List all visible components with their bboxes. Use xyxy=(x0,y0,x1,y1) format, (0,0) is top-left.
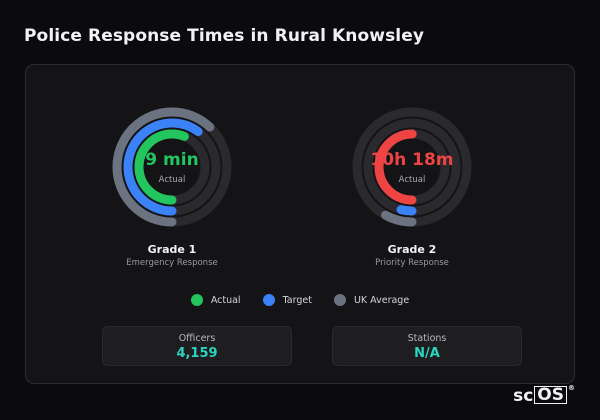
grade-2-ring-actual xyxy=(374,129,450,205)
grade-2-actual-label: Actual xyxy=(398,175,426,185)
grade-2-rings xyxy=(352,107,472,227)
grade-2-ring-uk-average xyxy=(352,107,472,227)
officers-label: Officers xyxy=(178,333,216,344)
stations-value: N/A xyxy=(414,346,440,361)
grade-2-radial-chart: 10h 18m Actual xyxy=(327,107,497,227)
officers-stat-card: Officers 4,159 xyxy=(102,326,292,366)
legend-target-label: Target xyxy=(282,294,312,306)
grade-1-title: Grade 1 xyxy=(147,243,197,256)
grade-2-gauge: 10h 18m Actual Grade 2 Priority Response xyxy=(327,107,497,268)
legend-actual-swatch xyxy=(190,294,203,306)
grade-1-ring-uk-average xyxy=(112,107,232,227)
stations-label: Stations xyxy=(407,333,447,344)
brand-logo-prefix: sc xyxy=(513,386,534,406)
legend-actual-label: Actual xyxy=(210,294,241,306)
legend-item-actual[interactable]: Actual xyxy=(190,294,241,306)
response-times-panel: 9 min Actual Grade 1 Emergency Response … xyxy=(25,64,575,384)
grade-2-actual-value: 10h 18m xyxy=(370,150,454,170)
grade-1-radial-chart: 9 min Actual xyxy=(87,107,257,227)
grade-1-rings xyxy=(112,107,232,227)
legend-item-target[interactable]: Target xyxy=(262,294,312,306)
grade-2-title: Grade 2 xyxy=(387,243,437,256)
grade-2-ring-target xyxy=(363,118,461,216)
grade-1-ring-actual xyxy=(134,129,210,205)
legend-item-uk-average[interactable]: UK Average xyxy=(333,294,410,306)
grade-1-actual-value: 9 min xyxy=(145,150,199,170)
legend-uk-average-swatch xyxy=(333,294,346,306)
grade-1-actual-label: Actual xyxy=(158,175,186,185)
registered-mark: ® xyxy=(568,384,575,392)
chart-legend: Actual Target UK Average xyxy=(26,294,574,306)
grade-1-subtitle: Emergency Response xyxy=(126,258,218,268)
stations-stat-card: Stations N/A xyxy=(332,326,522,366)
page-title: Police Response Times in Rural Knowsley xyxy=(24,26,425,46)
brand-logo-boxed: OS xyxy=(534,386,567,404)
grade-1-ring-target xyxy=(123,118,221,216)
grade-2-subtitle: Priority Response xyxy=(375,258,449,268)
officers-value: 4,159 xyxy=(176,346,218,361)
brand-logo: sc OS ® xyxy=(513,384,575,406)
legend-target-swatch xyxy=(262,294,275,306)
grade-1-gauge: 9 min Actual Grade 1 Emergency Response xyxy=(87,107,257,268)
legend-uk-average-label: UK Average xyxy=(353,294,410,306)
